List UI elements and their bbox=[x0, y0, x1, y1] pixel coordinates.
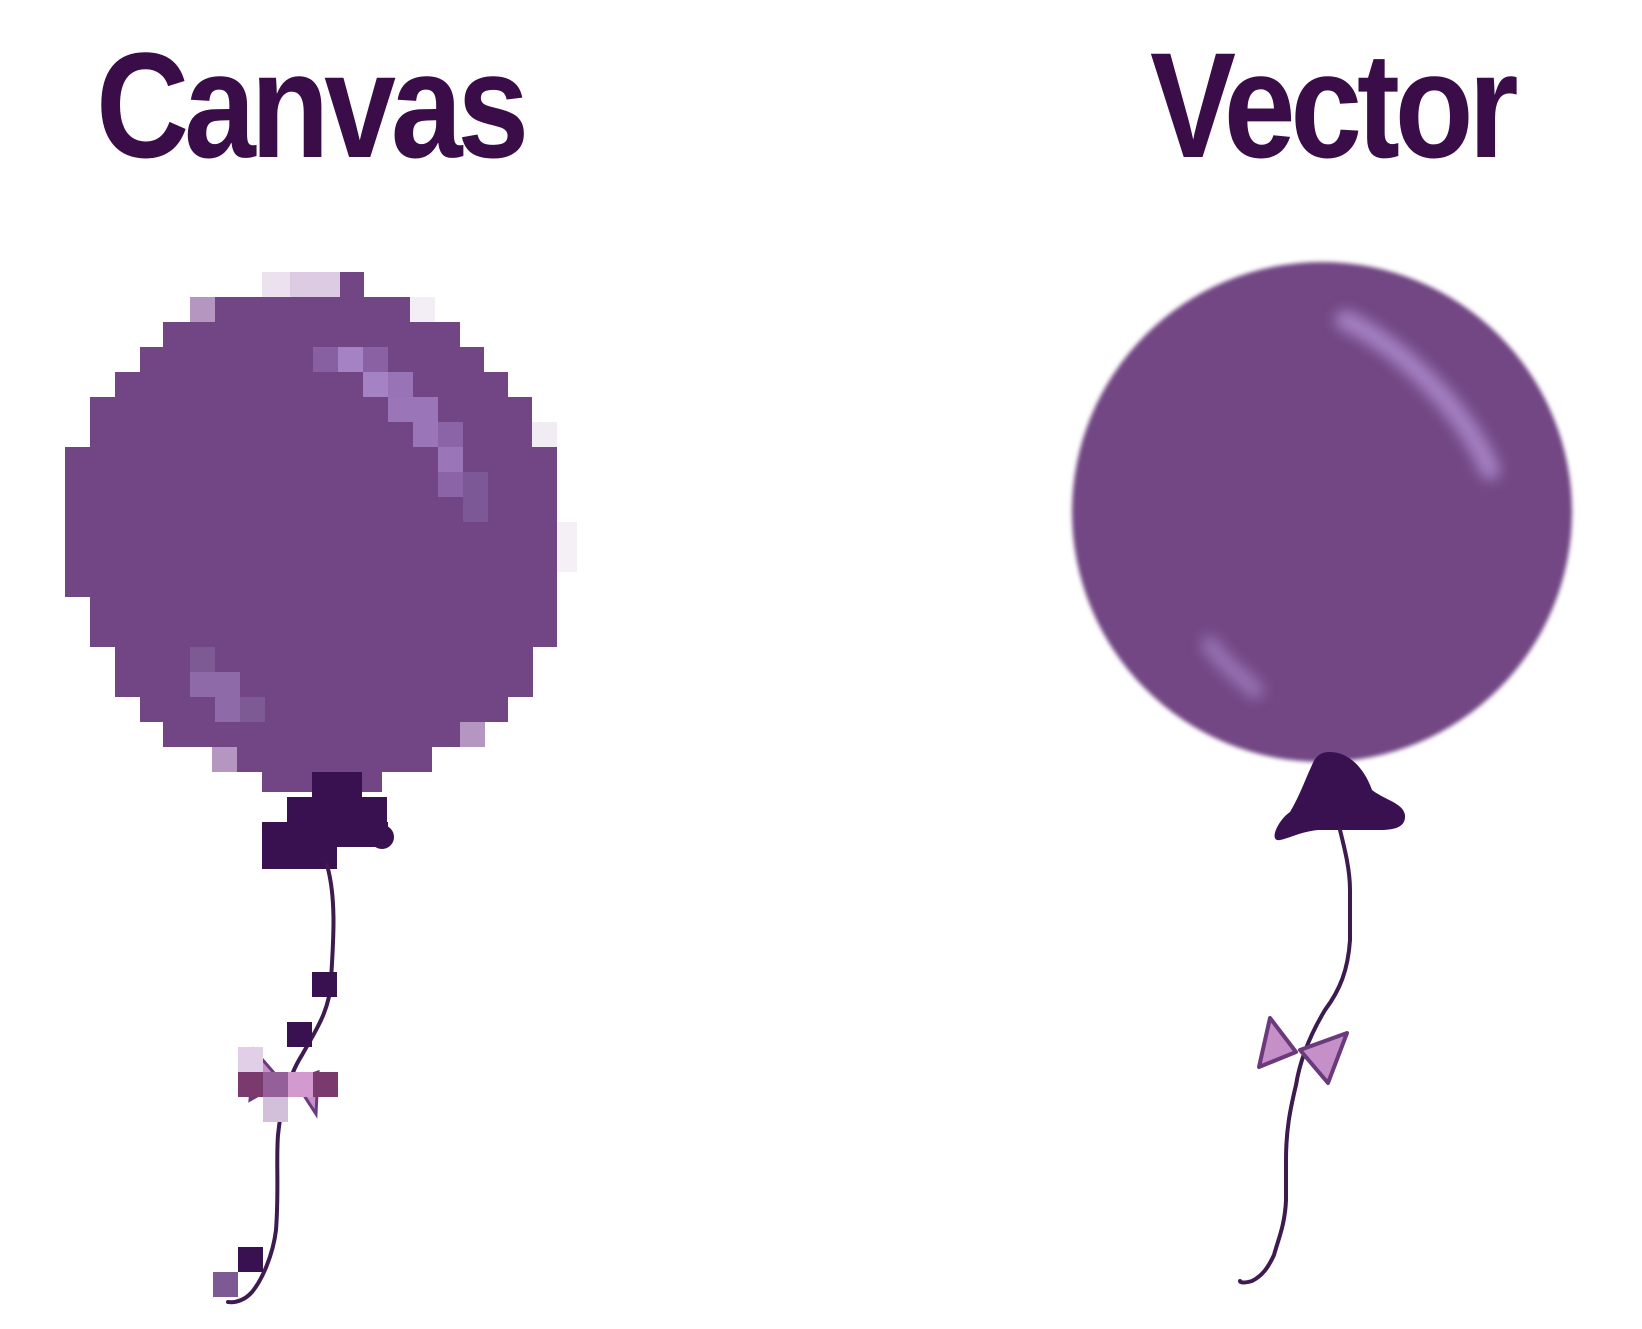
canvas-bow bbox=[238, 1046, 338, 1122]
pixelated-balloon-icon bbox=[65, 272, 577, 1305]
vector-balloon-body bbox=[1072, 262, 1572, 762]
vector-knot bbox=[1274, 752, 1406, 841]
canvas-highlight bbox=[190, 347, 488, 722]
vector-highlight bbox=[1201, 310, 1500, 699]
canvas-knot bbox=[262, 772, 394, 869]
canvas-title: Canvas bbox=[96, 21, 529, 189]
smooth-balloon-icon bbox=[1072, 262, 1572, 1285]
vector-bow bbox=[1257, 1016, 1349, 1085]
canvas-string-pixels bbox=[213, 972, 337, 1297]
vector-string bbox=[1238, 828, 1352, 1285]
vector-title: Vector bbox=[1150, 21, 1519, 189]
